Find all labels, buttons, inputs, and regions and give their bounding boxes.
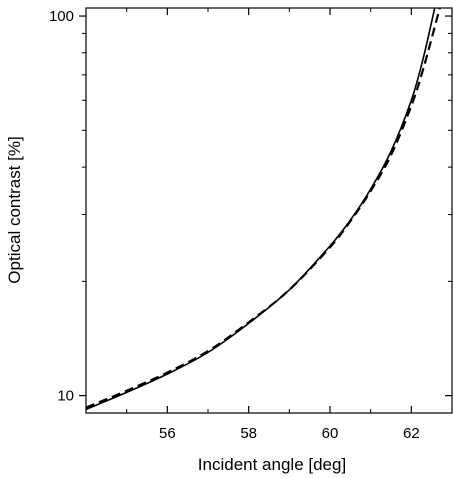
x-tick-label: 56	[159, 425, 176, 442]
x-tick-label: 62	[403, 425, 420, 442]
y-tick-label: 100	[49, 8, 74, 25]
y-axis-label: Optical contrast [%]	[5, 136, 24, 283]
x-tick-label: 58	[240, 425, 257, 442]
solid-series-line	[86, 8, 436, 411]
dashed-series-line	[86, 8, 441, 409]
axis-ticks	[79, 8, 453, 413]
x-tick-label: 60	[322, 425, 339, 442]
series-group	[86, 8, 441, 411]
x-axis-label: Incident angle [deg]	[198, 455, 346, 474]
plot-frame	[85, 7, 453, 414]
tick-labels: 56 58 60 62 10 100	[49, 8, 420, 442]
plot-border	[85, 7, 453, 414]
y-tick-label: 10	[57, 388, 74, 405]
